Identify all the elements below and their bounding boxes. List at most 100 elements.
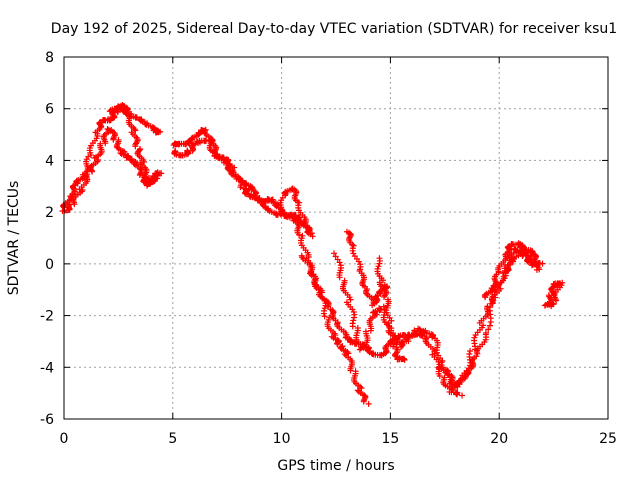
data-point (361, 395, 368, 402)
data-point (391, 332, 398, 339)
data-point (321, 313, 328, 320)
data-point (347, 296, 354, 303)
series-trace-l (481, 240, 543, 301)
y-tick-label: 6 (45, 102, 54, 118)
data-point (320, 310, 327, 317)
data-point (365, 348, 372, 355)
axis-ticks: 0 5 10 15 20 25 -6 -4 -2 0 2 4 6 8 (40, 50, 617, 447)
data-point (482, 330, 489, 337)
data-point (184, 147, 191, 154)
data-point (459, 392, 466, 399)
data-point (334, 341, 341, 348)
data-point (362, 328, 369, 335)
series-trace-c (59, 126, 161, 214)
data-point (309, 233, 316, 240)
data-point (132, 143, 139, 150)
y-tick-label: -2 (40, 309, 54, 325)
data-point (349, 241, 356, 248)
data-point (65, 202, 72, 209)
grid-lines (64, 57, 608, 419)
data-point (131, 126, 138, 133)
data-point (536, 261, 543, 268)
data-point (375, 263, 382, 270)
x-tick-label: 20 (490, 431, 508, 447)
data-point (111, 133, 118, 140)
series-trace-g (298, 252, 466, 399)
data-point (104, 126, 111, 133)
data-point (462, 374, 469, 381)
y-tick-label: 8 (45, 50, 54, 66)
data-point (355, 258, 362, 265)
data-point (486, 322, 493, 329)
data-point (132, 127, 139, 134)
data-point (533, 254, 540, 261)
data-point (83, 172, 90, 179)
series-trace-b (106, 102, 164, 136)
data-point (493, 279, 500, 286)
y-tick-label: -6 (40, 412, 54, 428)
data-point (391, 340, 398, 347)
data-point (189, 142, 196, 149)
series-trace-m (541, 279, 566, 310)
x-tick-label: 25 (599, 431, 617, 447)
data-point (467, 348, 474, 355)
data-point (548, 303, 555, 310)
y-axis-label: SDTVAR / TECUs (6, 181, 22, 296)
data-point (376, 305, 383, 312)
data-point (158, 170, 165, 177)
x-tick-label: 5 (168, 431, 177, 447)
data-point (429, 334, 436, 341)
plot-frame (63, 56, 609, 420)
data-point (350, 317, 357, 324)
data-point (255, 197, 262, 204)
data-point (351, 314, 358, 321)
data-point (264, 195, 271, 202)
data-point (453, 390, 460, 397)
data-point (357, 383, 364, 390)
data-point (332, 253, 339, 260)
data-point (419, 332, 426, 339)
data-point (155, 129, 162, 136)
data-point (365, 400, 372, 407)
data-point (376, 260, 383, 267)
data-point (436, 372, 443, 379)
data-point (497, 285, 504, 292)
series-trace-f (282, 211, 372, 407)
data-point (114, 103, 121, 110)
data-point (237, 184, 244, 191)
data-point (380, 303, 387, 310)
data-point (390, 343, 397, 350)
data-point (489, 286, 496, 293)
data-point (380, 277, 387, 284)
chart-title: Day 192 of 2025, Sidereal Day-to-day VTE… (51, 21, 617, 37)
data-point (482, 291, 489, 298)
data-point (391, 338, 398, 345)
data-point (321, 305, 328, 312)
data-point (349, 247, 356, 254)
data-point (524, 258, 531, 265)
data-point (144, 181, 151, 188)
data-point (349, 323, 356, 330)
x-tick-label: 0 (60, 431, 69, 447)
data-point (544, 301, 551, 308)
data-point (97, 140, 104, 147)
data-point (336, 259, 343, 266)
data-point (330, 250, 337, 257)
data-point (433, 349, 440, 356)
data-point (347, 367, 354, 374)
data-point (401, 356, 408, 363)
data-point (296, 199, 303, 206)
data-point (554, 280, 561, 287)
data-point (480, 322, 487, 329)
data-point (84, 171, 91, 178)
data-points (59, 102, 566, 407)
data-point (380, 293, 387, 300)
data-point (465, 365, 472, 372)
data-point (360, 398, 367, 405)
data-point (466, 350, 473, 357)
data-point (96, 119, 103, 126)
x-tick-label: 10 (273, 431, 291, 447)
data-point (219, 154, 226, 161)
data-point (403, 335, 410, 342)
